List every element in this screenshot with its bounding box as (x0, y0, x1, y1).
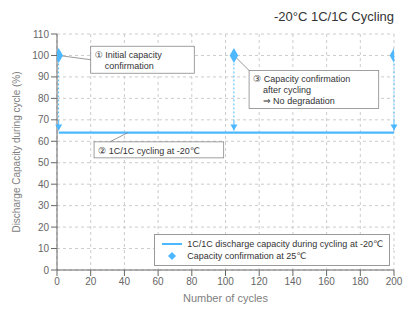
svg-text:140: 140 (285, 276, 302, 287)
svg-text:120: 120 (251, 276, 268, 287)
svg-text:Number of cycles: Number of cycles (183, 292, 268, 304)
html-text:1C/1C discharge capacity durin: 1C/1C discharge capacity during cycling … (187, 239, 383, 249)
svg-text:40: 40 (38, 179, 50, 190)
svg-text:40: 40 (119, 276, 131, 287)
svg-text:30: 30 (38, 200, 50, 211)
svg-text:80: 80 (38, 93, 50, 104)
svg-text:① Initial capacity confirma: ① Initial capacity confirmation (95, 50, 163, 71)
svg-text:0: 0 (54, 276, 60, 287)
svg-text:Discharge Capacity during cycl: Discharge Capacity during cycle (%) (11, 71, 22, 232)
svg-text:200: 200 (386, 276, 403, 287)
svg-text:160: 160 (318, 276, 335, 287)
svg-text:180: 180 (352, 276, 369, 287)
svg-text:10: 10 (38, 243, 50, 254)
svg-text:60: 60 (38, 136, 50, 147)
svg-text:100: 100 (217, 276, 234, 287)
svg-text:20: 20 (85, 276, 97, 287)
svg-text:80: 80 (186, 276, 198, 287)
svg-text:70: 70 (38, 114, 50, 125)
html-text:Capacity confirmation at 25℃: Capacity confirmation at 25℃ (187, 251, 307, 261)
svg-text:90: 90 (38, 71, 50, 82)
svg-text:0: 0 (43, 265, 49, 276)
svg-text:110: 110 (33, 29, 49, 40)
svg-text:60: 60 (153, 276, 165, 287)
svg-text:100: 100 (32, 50, 49, 61)
svg-text:20: 20 (38, 222, 50, 233)
svg-text:② 1C/1C cycling at -20℃: ② 1C/1C cycling at -20℃ (98, 146, 200, 156)
svg-text:50: 50 (38, 157, 50, 168)
html-text:-20°C 1C/1C Cycling: -20°C 1C/1C Cycling (273, 9, 394, 24)
svg-text:③ Capacity confirmation aft: ③ Capacity confirmation after cycling ⇒ … (253, 74, 350, 106)
